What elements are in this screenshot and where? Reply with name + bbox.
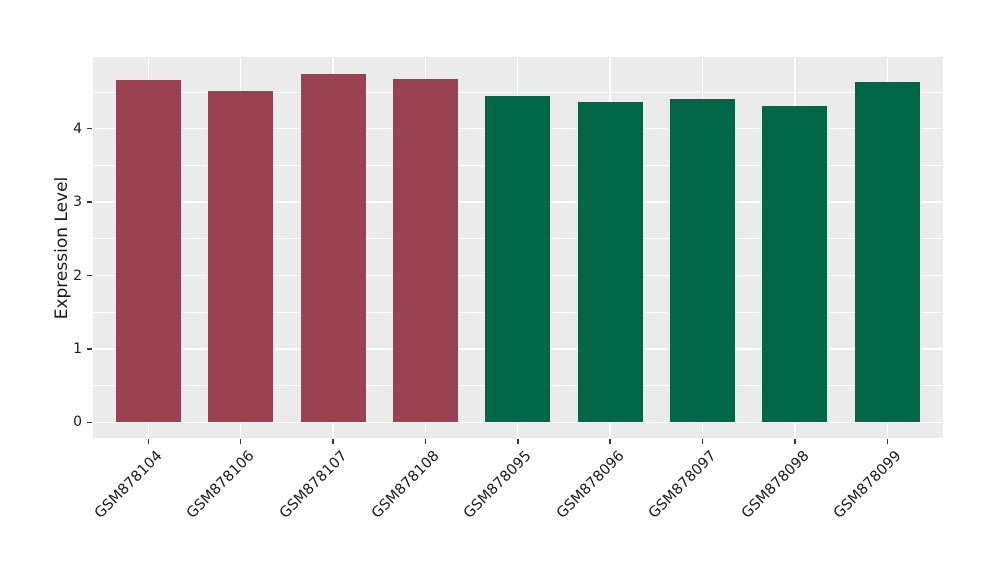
y-tick-label: 0 xyxy=(73,414,82,431)
bar-GSM878099 xyxy=(854,81,920,423)
bar-GSM878095 xyxy=(485,95,551,423)
x-tick-mark xyxy=(424,439,427,444)
y-tick-mark xyxy=(87,274,92,277)
bar-GSM878108 xyxy=(392,78,458,423)
x-tick-label: GSM878099 xyxy=(830,448,905,522)
x-tick-mark xyxy=(794,439,796,444)
bar-GSM878107 xyxy=(300,74,366,423)
plot-panel xyxy=(93,57,943,438)
bar-GSM878106 xyxy=(208,91,274,423)
x-tick-label: GSM878098 xyxy=(738,448,813,522)
x-tick-label: GSM878097 xyxy=(646,448,720,522)
x-tick-label: GSM878106 xyxy=(184,448,258,522)
bar-GSM878098 xyxy=(762,105,828,423)
y-tick-label: 3 xyxy=(73,194,82,211)
x-tick-mark xyxy=(332,439,334,444)
bar-GSM878096 xyxy=(577,101,643,423)
y-tick-mark xyxy=(87,127,92,130)
x-tick-mark xyxy=(886,439,888,444)
y-tick-mark xyxy=(87,201,92,203)
x-tick-label: GSM878096 xyxy=(553,448,628,522)
y-tick-mark xyxy=(87,348,92,350)
bar-GSM878097 xyxy=(670,99,736,423)
x-tick-mark xyxy=(701,439,704,444)
x-tick-label: GSM878108 xyxy=(368,448,443,522)
x-tick-mark xyxy=(609,439,611,444)
x-tick-mark xyxy=(517,439,519,444)
bar-GSM878104 xyxy=(115,79,181,423)
y-tick-label: 2 xyxy=(73,267,82,284)
y-tick-label: 1 xyxy=(73,340,82,357)
x-tick-mark xyxy=(239,439,242,444)
x-tick-label: GSM878095 xyxy=(461,448,536,522)
y-tick-mark xyxy=(87,421,92,424)
x-tick-mark xyxy=(147,439,150,444)
y-tick-label: 4 xyxy=(73,120,82,137)
x-tick-label: GSM878107 xyxy=(276,448,351,522)
x-tick-label: GSM878104 xyxy=(91,448,166,522)
